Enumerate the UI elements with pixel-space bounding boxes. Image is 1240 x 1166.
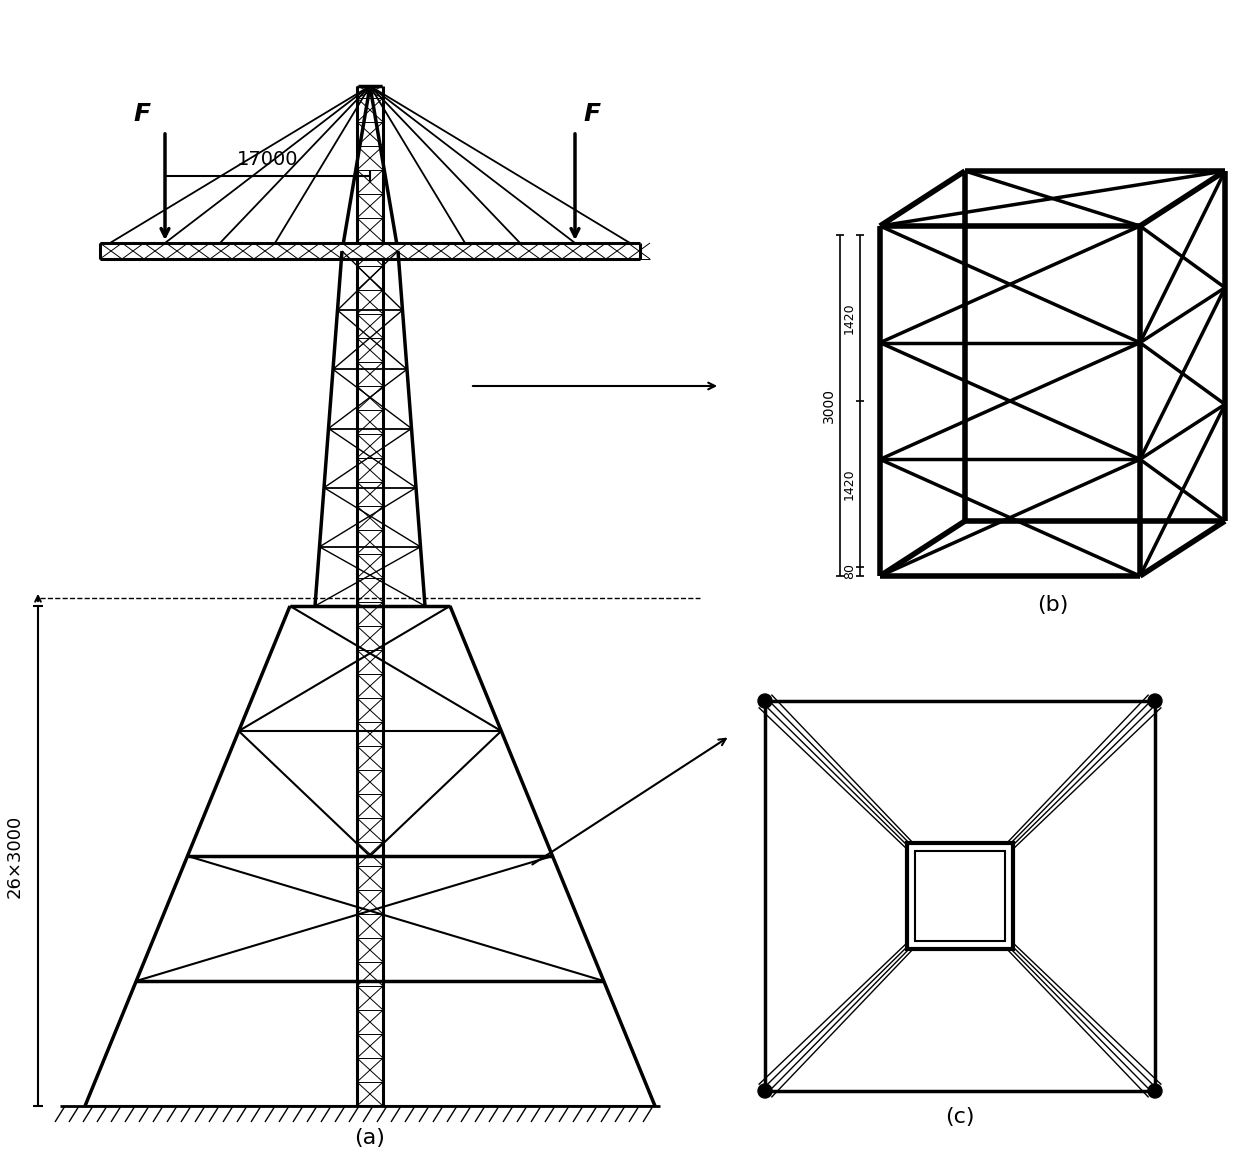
Bar: [357, 86, 383, 1107]
Text: 26×3000: 26×3000: [6, 814, 24, 898]
Text: F: F: [583, 101, 600, 126]
Text: 1420: 1420: [843, 468, 856, 500]
Text: 3000: 3000: [822, 388, 836, 423]
Text: (c): (c): [945, 1107, 975, 1128]
Text: (b): (b): [1037, 595, 1068, 614]
Text: 1420: 1420: [843, 302, 856, 333]
Text: (a): (a): [355, 1128, 386, 1149]
Circle shape: [1148, 694, 1162, 708]
Circle shape: [1148, 1084, 1162, 1098]
Circle shape: [758, 1084, 773, 1098]
Text: 80: 80: [843, 563, 856, 580]
Bar: [915, 851, 1004, 941]
Text: F: F: [133, 101, 150, 126]
Bar: [906, 843, 1013, 949]
Bar: [60, 1107, 660, 1124]
Bar: [100, 243, 640, 259]
Text: 17000: 17000: [237, 150, 299, 169]
Circle shape: [758, 694, 773, 708]
